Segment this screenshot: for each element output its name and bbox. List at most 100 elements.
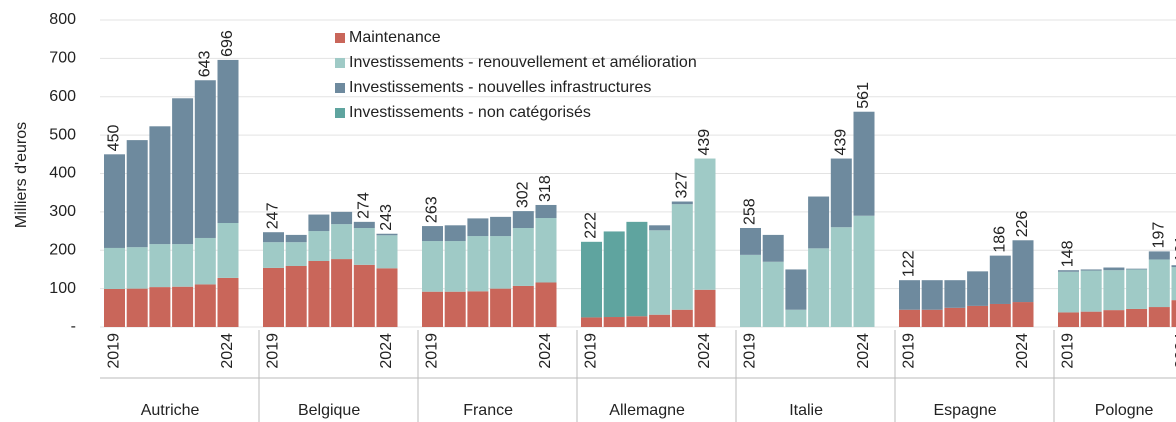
bar-segment <box>1012 240 1034 303</box>
bar-segment <box>104 154 125 248</box>
bar-segment <box>376 235 398 269</box>
data-label: 450 <box>106 125 123 152</box>
bar-segment <box>853 111 875 216</box>
y-tick-label: 700 <box>49 50 76 67</box>
bar-segment <box>740 254 761 327</box>
bar-segment <box>422 241 443 292</box>
y-tick-label: 800 <box>49 11 76 28</box>
bar-segment <box>762 261 784 327</box>
bar-segment <box>467 291 489 327</box>
bar-segment <box>785 269 807 310</box>
x-tick-label: 2019 <box>901 333 918 369</box>
bar-segment <box>1148 251 1170 260</box>
bar-segment <box>217 223 239 278</box>
bar-segment <box>285 234 307 243</box>
bar-segment <box>263 242 284 268</box>
bar-segment <box>1103 267 1125 271</box>
bar-segment <box>1080 270 1102 312</box>
bar-segment <box>1080 269 1102 271</box>
bar-segment <box>1171 267 1176 301</box>
x-tick-label: 2024 <box>378 333 395 369</box>
legend-label: Investissements - non catégorisés <box>349 104 591 121</box>
bar-segment <box>603 317 625 327</box>
bar-segment <box>172 286 194 327</box>
bar-segment <box>1126 268 1148 270</box>
data-label: 148 <box>1060 240 1077 267</box>
x-tick-label: 2019 <box>106 333 123 369</box>
data-label: 439 <box>833 129 850 156</box>
bar-segment <box>490 236 512 289</box>
bar-segment <box>808 248 830 327</box>
bar-segment <box>376 268 398 327</box>
x-tick-label: 2024 <box>537 333 554 369</box>
data-label: 439 <box>696 129 713 156</box>
y-tick-label: 400 <box>49 165 76 182</box>
group-label: Autriche <box>141 402 200 419</box>
bar-segment <box>535 204 557 219</box>
bar-segment <box>808 196 830 249</box>
y-tick-label: 600 <box>49 88 76 105</box>
data-label: 247 <box>265 202 282 229</box>
data-label: 302 <box>515 181 532 208</box>
bar-segment <box>467 218 489 237</box>
bar-segment <box>785 309 807 327</box>
legend-swatch <box>335 108 345 118</box>
bar-segment <box>444 291 466 327</box>
x-tick-label: 2019 <box>583 333 600 369</box>
bar-segment <box>921 309 943 327</box>
group-label: Pologne <box>1095 402 1154 419</box>
bar-segment <box>331 259 353 327</box>
legend-swatch <box>335 33 345 43</box>
group-label: Allemagne <box>609 402 685 419</box>
bar-segment <box>1148 259 1170 308</box>
bar-segment <box>944 280 966 308</box>
bar-segment <box>104 289 125 327</box>
bar-segment <box>308 260 330 327</box>
bar-segment <box>740 227 761 255</box>
bar-segment <box>989 303 1011 327</box>
bar-segment <box>853 215 875 327</box>
bar-segment <box>671 201 693 205</box>
bar-segment <box>331 211 353 225</box>
bar-segment <box>1012 302 1034 327</box>
y-tick-label: - <box>71 318 76 335</box>
bar-segment <box>353 227 375 265</box>
bar-segment <box>671 204 693 310</box>
bar-segment <box>285 265 307 327</box>
bar-segment <box>422 226 443 242</box>
legend-swatch <box>335 58 345 68</box>
bar-segment <box>194 80 216 238</box>
y-axis-title: Milliers d'euros <box>13 122 30 228</box>
bar-segment <box>830 227 852 327</box>
y-tick-label: 300 <box>49 203 76 220</box>
bar-segment <box>967 305 989 327</box>
bar-segment <box>1058 270 1079 272</box>
bar-segment <box>172 244 194 287</box>
data-label: 263 <box>424 196 441 223</box>
x-tick-label: 2019 <box>424 333 441 369</box>
bar-segment <box>899 280 920 310</box>
bar-segment <box>194 237 216 285</box>
bar-segment <box>535 282 557 327</box>
data-label: 197 <box>1151 222 1168 249</box>
bar-segment <box>1126 308 1148 327</box>
bar-segment <box>512 285 534 327</box>
bar-segment <box>331 224 353 260</box>
group-label: Espagne <box>934 402 997 419</box>
bar-segment <box>989 255 1011 304</box>
data-label: 274 <box>356 192 373 219</box>
bar-segment <box>830 158 852 228</box>
data-label: 696 <box>219 30 236 57</box>
bar-segment <box>694 289 716 327</box>
bar-segment <box>422 291 443 327</box>
y-tick-label: 200 <box>49 241 76 258</box>
bar-segment <box>467 236 489 292</box>
bar-segment <box>217 277 239 327</box>
bar-segment <box>149 244 171 288</box>
data-label: 643 <box>197 50 214 77</box>
bar-segment <box>671 309 693 327</box>
bar-segment <box>194 284 216 327</box>
bar-segment <box>1080 311 1102 327</box>
x-tick-label: 2024 <box>696 333 713 369</box>
